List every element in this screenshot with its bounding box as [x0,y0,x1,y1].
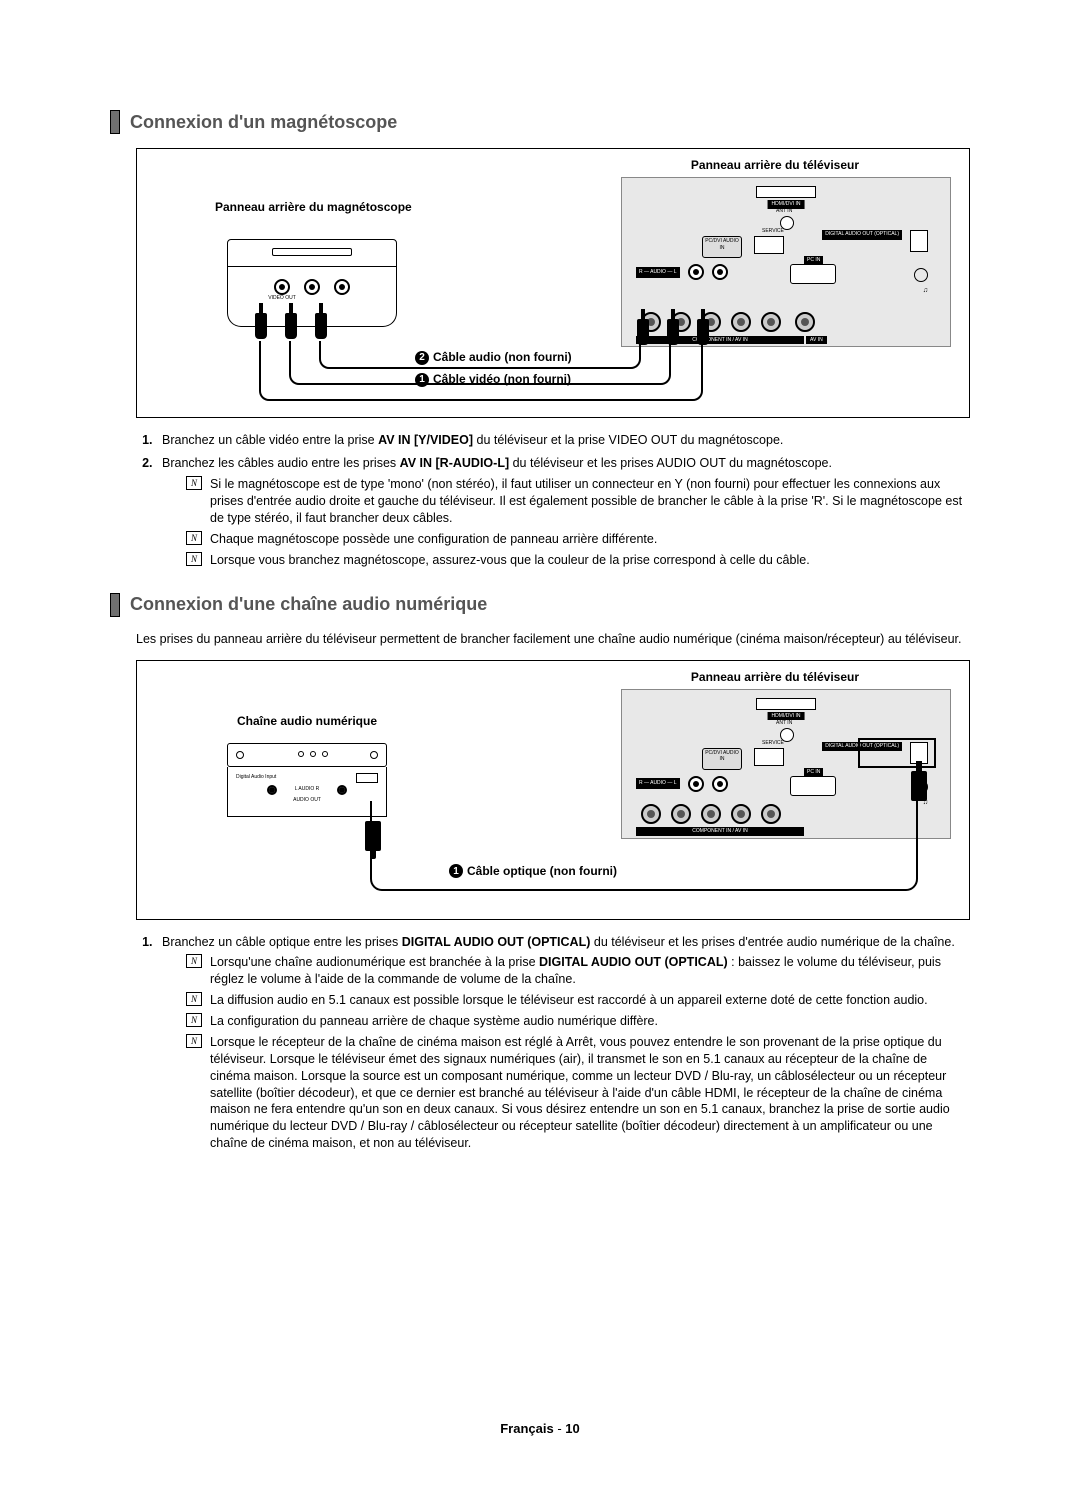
step-1-2: Branchez les câbles audio entre les pris… [156,455,970,568]
note-1-3: NLorsque vous branchez magnétoscope, ass… [186,552,970,569]
note-icon: N [186,1034,202,1048]
note-2-1: NLorsqu'une chaîne audionumérique est br… [186,954,970,988]
jack-audio-r [334,279,350,295]
legend-cable-optical: 1Câble optique (non fourni) [449,863,617,879]
note-1-1: NSi le magnétoscope est de type 'mono' (… [186,476,970,527]
diagram-das: Chaîne audio numérique Panneau arrière d… [136,660,970,920]
vcr-device: VIDEO OUT [227,239,397,349]
jack-video-out: VIDEO OUT [274,279,290,295]
section-2-title: Connexion d'une chaîne audio numérique [130,592,487,616]
section-1-title: Connexion d'un magnétoscope [130,110,397,134]
section-1-heading: Connexion d'un magnétoscope [110,110,970,134]
note-icon: N [186,476,202,490]
section-2-intro: Les prises du panneau arrière du télévis… [136,631,970,648]
note-icon: N [186,531,202,545]
note-2-2: NLa diffusion audio en 5.1 canaux est po… [186,992,970,1009]
das-device: Digital Audio Input L AUDIO R AUDIO OUT [227,743,387,817]
section-2-heading: Connexion d'une chaîne audio numérique [110,592,970,616]
legend-cable-audio: 2Câble audio (non fourni) [415,349,572,365]
note-2-4: NLorsque le récepteur de la chaîne de ci… [186,1034,970,1152]
label-vcr-panel: Panneau arrière du magnétoscope [215,199,412,215]
note-2-3: NLa configuration du panneau arrière de … [186,1013,970,1030]
section-bar-icon [110,593,120,617]
note-icon: N [186,954,202,968]
note-icon: N [186,992,202,1006]
note-icon: N [186,1013,202,1027]
diagram-vcr: Panneau arrière du magnétoscope Panneau … [136,148,970,418]
label-tv-panel-1: Panneau arrière du téléviseur [691,157,859,173]
page-footer: Français - 10 [500,1420,580,1438]
jack-audio-l [304,279,320,295]
section-2-body: Branchez un câble optique entre les pris… [136,934,970,1153]
label-tv-panel-2: Panneau arrière du téléviseur [691,669,859,685]
step-2-1: Branchez un câble optique entre les pris… [156,934,970,1153]
label-das-panel: Chaîne audio numérique [237,713,377,729]
note-1-2: NChaque magnétoscope possède une configu… [186,531,970,548]
step-1-1: Branchez un câble vidéo entre la prise A… [156,432,970,449]
legend-cable-video: 1Câble vidéo (non fourni) [415,371,571,387]
section-1-body: Branchez un câble vidéo entre la prise A… [136,432,970,568]
section-bar-icon [110,110,120,134]
note-icon: N [186,552,202,566]
